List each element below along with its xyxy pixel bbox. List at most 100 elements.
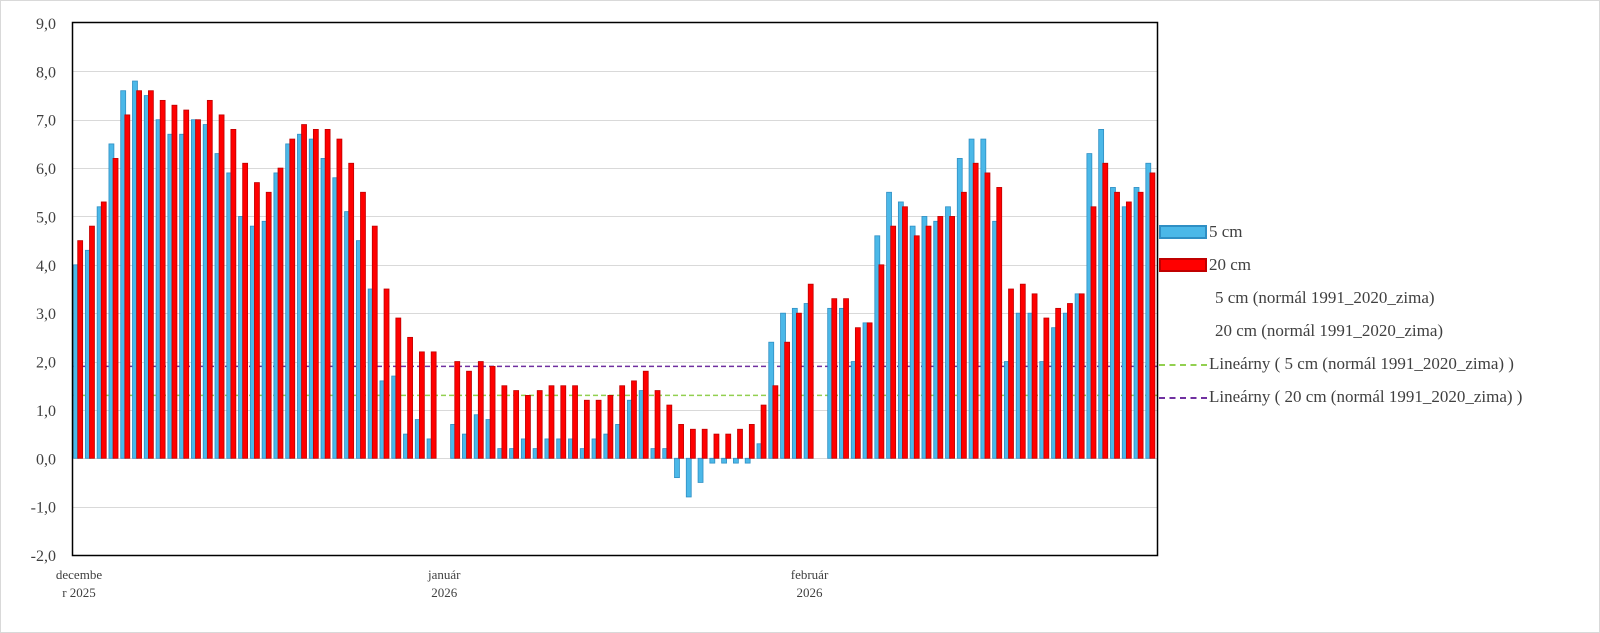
bar-20cm [996,187,1003,459]
bar-5cm [674,457,680,479]
bar-20cm [89,225,95,459]
bar-20cm [548,385,555,459]
y-tick-label: -2,0 [31,548,56,565]
legend-key-20cm-bar [1159,258,1207,272]
bar-20cm [136,90,142,459]
bar-20cm [265,191,272,459]
legend-item-20cm: 20 cm [1159,252,1599,285]
y-tick-label: -1,0 [31,500,56,517]
legend-label-5cm: 5 cm [1209,222,1243,241]
x-month-label-year: 2026 [797,585,824,600]
bar-20cm [737,428,743,459]
bar-20cm [195,119,201,459]
bar-20cm [937,216,944,459]
bar-20cm [725,433,732,459]
y-tick-label: 1,0 [36,403,56,420]
bar-20cm [772,385,779,459]
bar-20cm [748,424,755,459]
bar-20cm [1019,283,1026,459]
bar-20cm [501,385,508,459]
bar-20cm [913,235,920,459]
bar-20cm [218,114,225,459]
bar-20cm [760,404,767,459]
legend-item-5cm-normal: 5 cm (normál 1991_2020_zima) [1159,285,1599,318]
bar-20cm [407,336,413,459]
y-tick-label: 8,0 [36,64,56,81]
bar-20cm [312,128,319,459]
bar-20cm [949,216,955,459]
bar-20cm [607,394,614,459]
y-tick-label: 6,0 [36,161,56,178]
bar-20cm [666,404,673,459]
bar-20cm [371,225,378,459]
x-month-label-year: 2026 [431,585,458,600]
bar-20cm [1043,317,1050,459]
bar-20cm [183,109,190,459]
y-tick-label: 4,0 [36,258,56,275]
bar-20cm [1055,307,1062,459]
bar-20cm [348,162,355,459]
x-axis-month-labels: decembe r 2025 január 2026 február 2026 [56,567,829,600]
bar-20cm [100,201,107,459]
bar-20cm [925,225,932,459]
bar-20cm [477,361,484,459]
bar-20cm [206,99,213,459]
bar-20cm [1008,288,1014,459]
bar-5cm [721,457,727,464]
bar-20cm [513,390,520,459]
bar-20cm [854,327,861,459]
x-month-label: február [791,567,829,582]
y-tick-label: 2,0 [36,355,56,372]
bar-20cm [713,433,720,459]
bars [73,80,1156,498]
legend-label-linear-20cm: Lineárny ( 20 cm (normál 1991_2020_zima)… [1209,387,1523,406]
y-tick-label: 3,0 [36,306,56,323]
bar-5cm [744,457,751,464]
bar-20cm [1102,162,1109,459]
bar-20cm [336,138,343,459]
bar-20cm [807,283,814,459]
bar-20cm [230,128,237,459]
bar-20cm [1078,293,1085,459]
bar-5cm [685,457,692,498]
x-month-label: január [427,567,461,582]
bar-20cm [466,370,472,459]
y-tick-label: 0,0 [36,451,56,468]
bar-20cm [395,317,402,459]
bar-20cm [536,390,543,459]
bar-20cm [454,361,461,459]
bar-5cm [697,457,704,483]
soil-temperature-chart: -2,0 -1,0 0,0 1,0 2,0 3,0 4,0 5,0 6,0 7,0 8,0 9,0 d… [31,16,1159,600]
bar-20cm [972,162,979,459]
bar-20cm [1137,191,1144,459]
bar-20cm [595,399,602,459]
bar-20cm [489,365,496,459]
bar-20cm [324,128,331,459]
bar-20cm [430,351,437,459]
bar-20cm [124,114,131,459]
bar-20cm [902,206,908,459]
y-axis-tick-labels: -2,0 -1,0 0,0 1,0 2,0 3,0 4,0 5,0 6,0 7,0 8,0 9,0 [31,16,56,565]
bar-20cm [701,428,708,459]
legend-key-5cm-bar [1159,225,1207,239]
bar-20cm [77,240,84,459]
bar-20cm [678,424,684,459]
bar-20cm [572,385,578,459]
bar-20cm [1067,303,1073,459]
bar-5cm [733,457,739,464]
legend-item-5cm: 5 cm [1159,219,1599,252]
legend-item-linear-5cm: Lineárny ( 5 cm (normál 1991_2020_zima) … [1159,351,1599,384]
legend: 5 cm 20 cm 5 cm (normál 1991_2020_zima) … [1159,219,1599,417]
bar-20cm [878,264,885,459]
bar-20cm [1114,191,1120,459]
bar-20cm [631,380,637,459]
bar-20cm [784,341,791,459]
bar-20cm [1090,206,1097,459]
legend-item-linear-20cm: Lineárny ( 20 cm (normál 1991_2020_zima)… [1159,384,1599,417]
bar-20cm [843,298,849,459]
bar-20cm [254,182,260,459]
bar-20cm [866,322,873,459]
bar-20cm [360,191,366,459]
bar-20cm [289,138,296,459]
bar-20cm [619,385,626,459]
